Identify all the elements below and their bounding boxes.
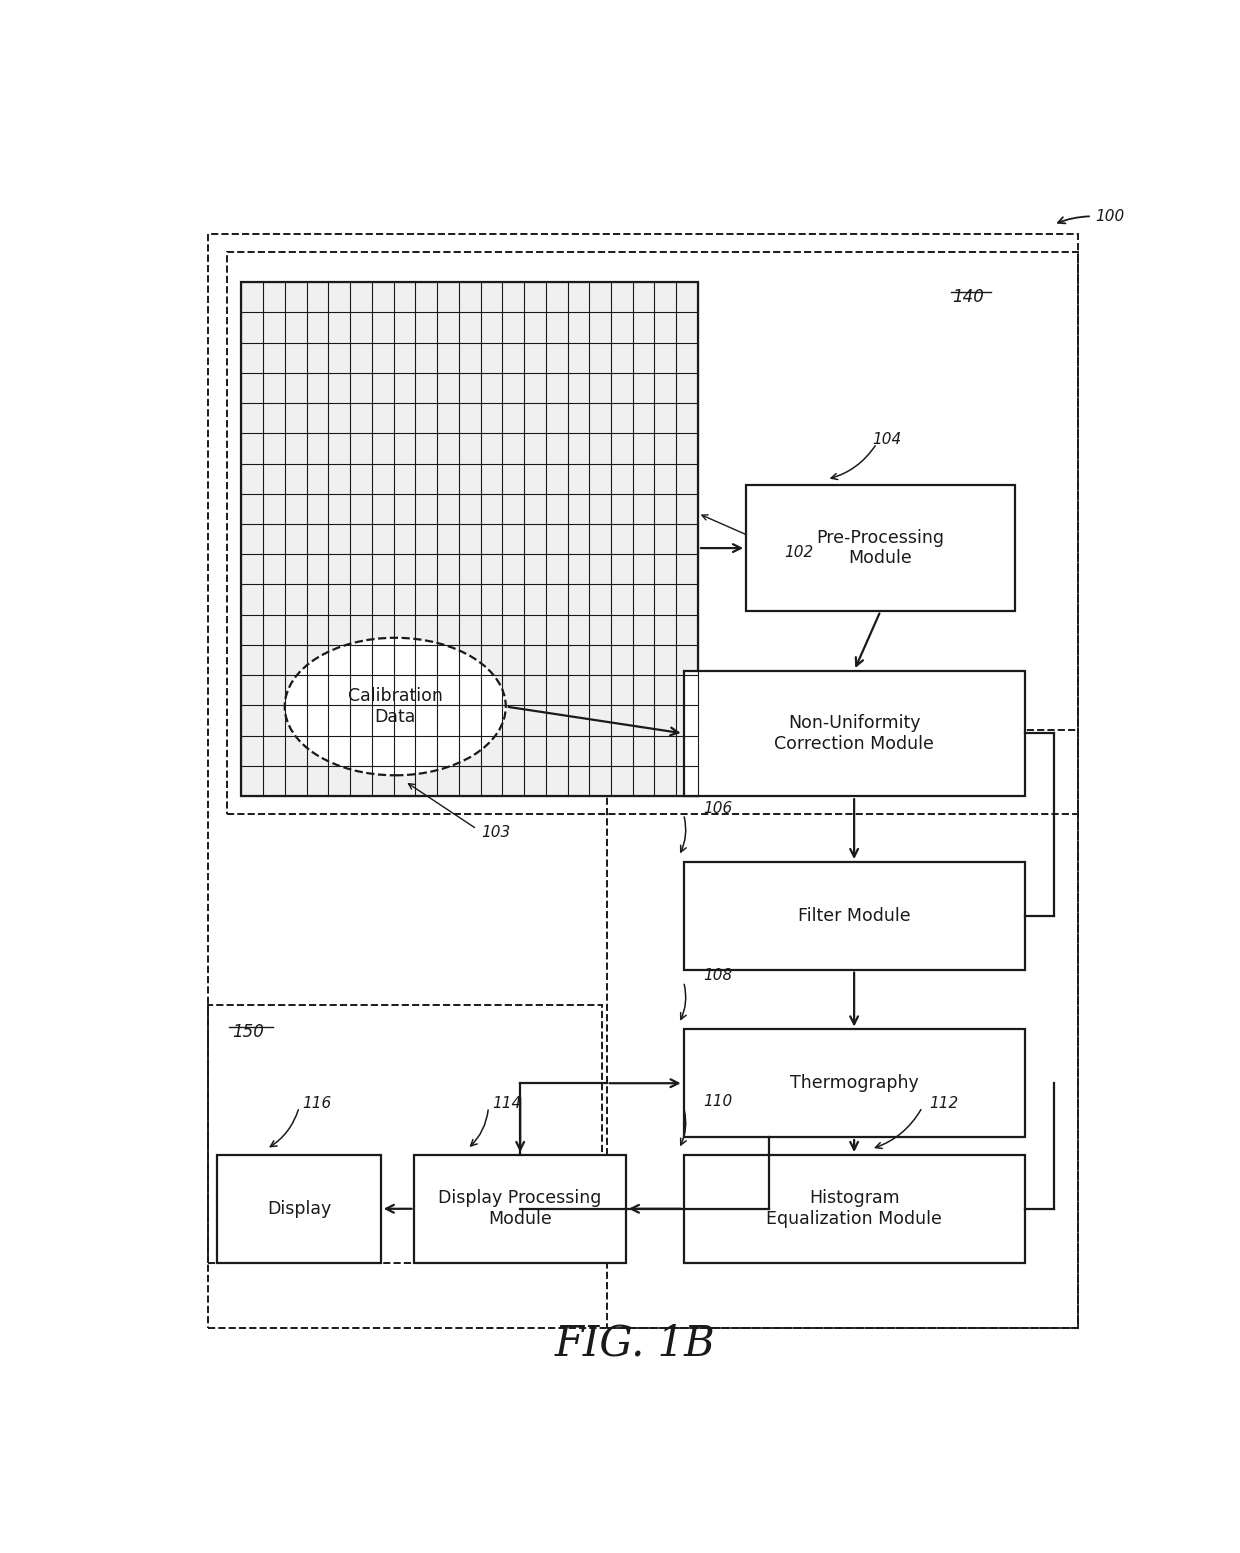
Text: 112: 112	[929, 1096, 959, 1110]
Bar	[683, 1030, 1024, 1137]
Text: 106: 106	[703, 801, 732, 815]
Text: 108: 108	[703, 968, 732, 983]
Bar	[746, 485, 1016, 610]
Text: Thermography: Thermography	[790, 1075, 919, 1092]
Bar	[606, 730, 1078, 1328]
Text: Display Processing
Module: Display Processing Module	[439, 1190, 601, 1228]
Text: Pre-Processing
Module: Pre-Processing Module	[817, 528, 945, 567]
Text: Filter Module: Filter Module	[797, 907, 910, 924]
Bar	[683, 671, 1024, 797]
Text: 110: 110	[703, 1093, 732, 1109]
Text: 140: 140	[952, 287, 985, 306]
Bar	[208, 1005, 601, 1263]
Bar	[683, 1155, 1024, 1263]
Text: 100: 100	[1095, 208, 1125, 224]
Text: 103: 103	[481, 825, 511, 840]
Text: Histogram
Equalization Module: Histogram Equalization Module	[766, 1190, 942, 1228]
Bar	[227, 252, 1078, 814]
Text: 104: 104	[873, 432, 901, 447]
Ellipse shape	[285, 638, 506, 775]
Text: 150: 150	[232, 1023, 264, 1042]
Text: Display: Display	[267, 1200, 331, 1218]
Text: Calibration
Data: Calibration Data	[347, 686, 443, 725]
Bar	[414, 1155, 626, 1263]
Text: 116: 116	[303, 1096, 331, 1110]
Bar	[217, 1155, 381, 1263]
Text: Non-Uniformity
Correction Module: Non-Uniformity Correction Module	[774, 714, 934, 753]
Bar	[683, 862, 1024, 969]
Text: FIG. 1B: FIG. 1B	[556, 1322, 715, 1364]
Text: 102: 102	[785, 545, 813, 561]
Bar	[242, 283, 698, 797]
Text: 114: 114	[492, 1096, 522, 1110]
